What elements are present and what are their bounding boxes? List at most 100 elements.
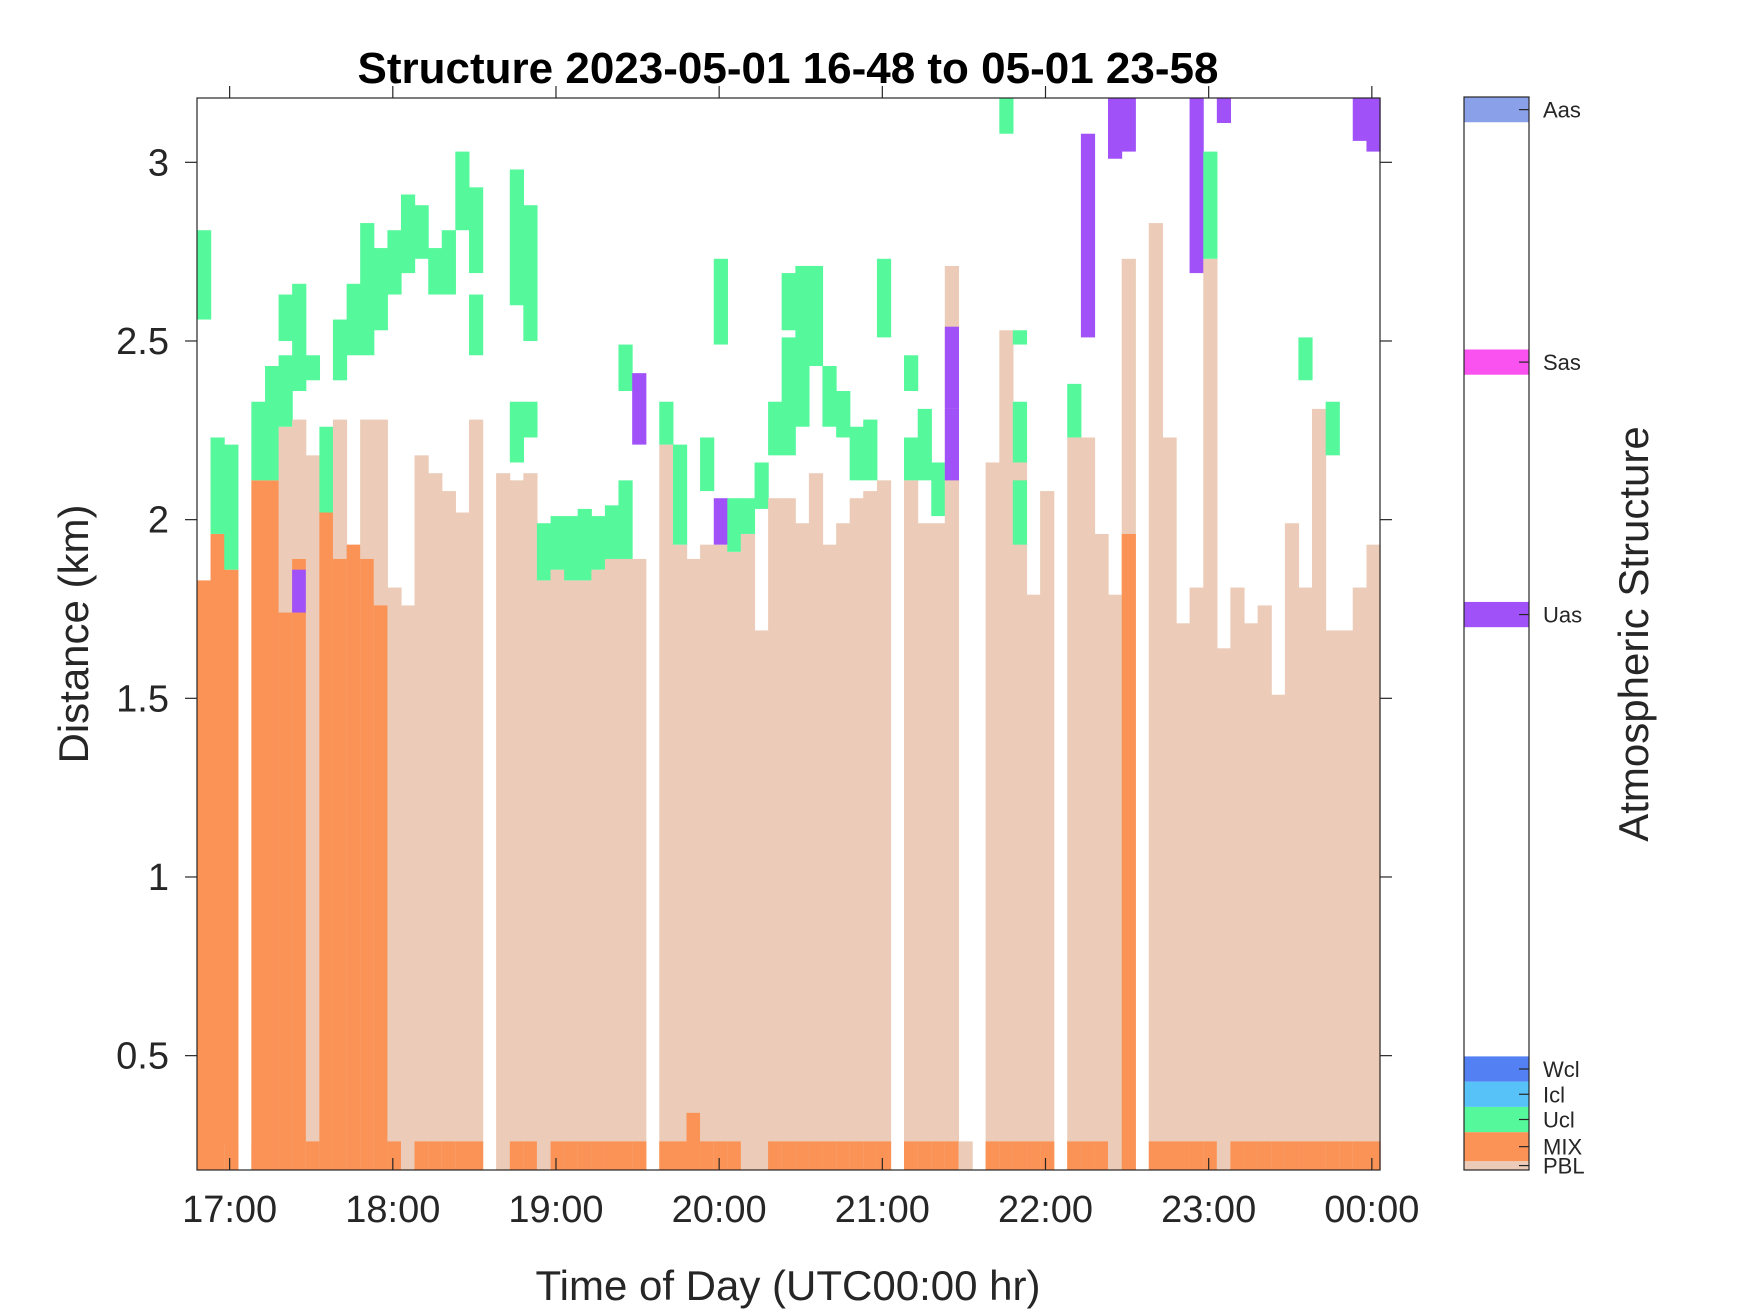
y-axis-label: Distance (km) (50, 504, 97, 763)
mix-cell-2 (224, 569, 239, 1170)
ucl-cell-47-0 (836, 391, 851, 438)
mix-cell-86 (1366, 1141, 1381, 1170)
mix-cell-50 (876, 1141, 892, 1170)
pbl-cell-43 (781, 498, 796, 1171)
mix-cell-6 (278, 612, 293, 1170)
mix-cell-1 (210, 533, 225, 1170)
pbl-cell-75 (1216, 648, 1232, 1170)
x-tick-label-5: 22:00 (998, 1189, 1093, 1231)
mix-cell-71 (1162, 1141, 1177, 1170)
mix-cell-77 (1244, 1141, 1259, 1170)
ucl-cell-52-1 (904, 355, 919, 392)
pbl-cell-76 (1230, 587, 1245, 1170)
colorbar-label-aas: Aas (1543, 98, 1581, 123)
ucl-cell-31-0 (618, 480, 633, 559)
ucl-cell-39-0 (727, 498, 742, 552)
uas-cell-65-0 (1080, 133, 1096, 338)
mix-cell-35 (672, 1141, 688, 1170)
ucl-cell-52-0 (904, 437, 919, 481)
mix-cell-28 (577, 1141, 592, 1170)
pbl-cell-83 (1325, 630, 1340, 1170)
pbl-cell-78 (1257, 605, 1272, 1170)
mix-cell-4 (251, 480, 266, 1171)
pbl-cell-32 (632, 558, 647, 1170)
pbl-cell-42 (768, 498, 783, 1171)
mix-cell-80 (1284, 1141, 1300, 1170)
y-tick-label-5: 3 (148, 142, 169, 184)
colorbar-label-pbl: PBL (1543, 1154, 1585, 1179)
pbl-cell-24 (523, 473, 538, 1170)
pbl-cell-77 (1244, 623, 1259, 1170)
ucl-cell-37-0 (700, 437, 715, 492)
pbl-cell-48 (849, 498, 864, 1171)
colorbar-label-sas: Sas (1543, 350, 1581, 375)
pbl-cell-52 (904, 480, 919, 1171)
ucl-cell-2-0 (224, 444, 239, 570)
chart-title: Structure 2023-05-01 16-48 to 05-01 23-5… (358, 44, 1219, 93)
pbl-cell-82 (1311, 408, 1327, 1170)
ucl-cell-15-0 (400, 194, 416, 274)
ucl-cell-38-0 (713, 258, 728, 345)
pbl-cell-62 (1040, 491, 1055, 1170)
pbl-cell-64 (1067, 437, 1082, 1171)
pbl-cell-67 (1107, 594, 1123, 1170)
mix-cell-13 (373, 605, 388, 1170)
pbl-cell-16 (414, 455, 429, 1171)
mix-cell-39 (727, 1141, 742, 1170)
ucl-cell-6-0 (278, 355, 293, 427)
mix-cell-82 (1311, 1141, 1327, 1170)
mix-cell-85 (1352, 1141, 1367, 1170)
mix-cell-78 (1257, 1141, 1272, 1170)
mix-cell-10 (332, 558, 348, 1170)
mix-cell-45 (808, 1141, 824, 1170)
pbl-cell-29 (591, 569, 606, 1170)
pbl-cell-65 (1080, 437, 1096, 1171)
ucl-cell-10-0 (332, 319, 348, 381)
ucl-cell-27-0 (564, 516, 579, 581)
plot-frame (196, 97, 1381, 1171)
mix-cell-66 (1094, 1141, 1109, 1170)
colorbar-label-uas: Uas (1543, 603, 1582, 628)
pbl-cell-14 (387, 587, 402, 1170)
mix-cell-14 (387, 1141, 402, 1170)
pbl-cell-22 (496, 473, 511, 1170)
pbl-cell-74 (1203, 258, 1218, 1170)
pbl-cell-72 (1176, 623, 1191, 1170)
colorbar-label: Atmospheric Structure (1610, 426, 1657, 842)
pbl-cell-81 (1298, 587, 1313, 1170)
mix-cell-30 (604, 1141, 620, 1170)
ucl-cell-35-0 (672, 444, 688, 545)
pbl-cell-28 (577, 580, 592, 1170)
mix-cell-62 (1040, 1141, 1055, 1170)
pbl-cell-45 (808, 473, 824, 1170)
mix-cell-83 (1325, 1141, 1340, 1170)
pbl-cell-17 (428, 473, 443, 1170)
pbl-cell-66 (1094, 533, 1109, 1170)
mix-cell-37 (700, 1141, 715, 1170)
pbl-cell-30 (604, 558, 620, 1170)
pbl-cell-8 (305, 455, 321, 1171)
pbl-cell-61 (1026, 594, 1041, 1170)
ucl-cell-83-0 (1325, 401, 1340, 456)
pbl-cell-20 (469, 419, 484, 1171)
pbl-cell-36 (686, 558, 701, 1170)
mix-cell-27 (564, 1141, 579, 1170)
ucl-cell-8-0 (305, 355, 321, 381)
ucl-cell-17-0 (428, 248, 443, 295)
mix-cell-17 (428, 1141, 443, 1170)
x-tick-label-7: 00:00 (1324, 1189, 1419, 1231)
colorbar-frame (1463, 96, 1530, 1171)
ucl-cell-16-0 (414, 205, 429, 259)
pbl-cell-56 (958, 1141, 973, 1170)
mix-cell-44 (795, 1141, 810, 1170)
mix-cell-76 (1230, 1141, 1245, 1170)
pbl-cell-85 (1352, 587, 1367, 1170)
ucl-cell-60-1 (1012, 330, 1028, 345)
ucl-cell-40-0 (740, 498, 756, 534)
ucl-cell-23-1 (509, 169, 524, 306)
ucl-cell-1-0 (210, 437, 225, 534)
ucl-cell-34-0 (659, 401, 674, 445)
ucl-cell-20-0 (469, 187, 484, 274)
mix-cell-34 (659, 1141, 674, 1170)
